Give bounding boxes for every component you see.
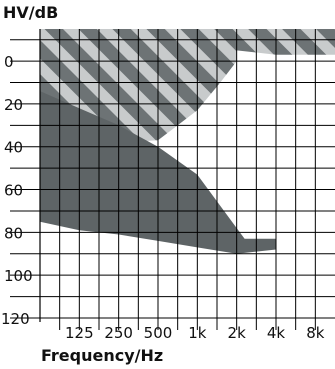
x-tick-label: 8k xyxy=(306,324,325,342)
y-tick-label: 120 xyxy=(1,310,30,328)
y-tick-label: 80 xyxy=(4,224,23,242)
x-tick-label: 500 xyxy=(144,324,173,342)
y-tick-label: 40 xyxy=(4,139,23,157)
x-tick-label: 4k xyxy=(267,324,286,342)
y-tick-label: 60 xyxy=(4,182,23,200)
striped-region xyxy=(40,29,335,143)
x-axis-title: Frequency/Hz xyxy=(41,346,163,365)
y-tick-label: 100 xyxy=(4,267,33,285)
x-tick-label: 125 xyxy=(65,324,94,342)
y-axis-title: HV/dB xyxy=(3,3,58,22)
y-tick-label: 20 xyxy=(4,96,23,114)
y-tick-label: 0 xyxy=(4,53,14,71)
x-tick-label: 2k xyxy=(228,324,247,342)
x-tick-label: 1k xyxy=(188,324,207,342)
x-tick-label: 250 xyxy=(104,324,133,342)
